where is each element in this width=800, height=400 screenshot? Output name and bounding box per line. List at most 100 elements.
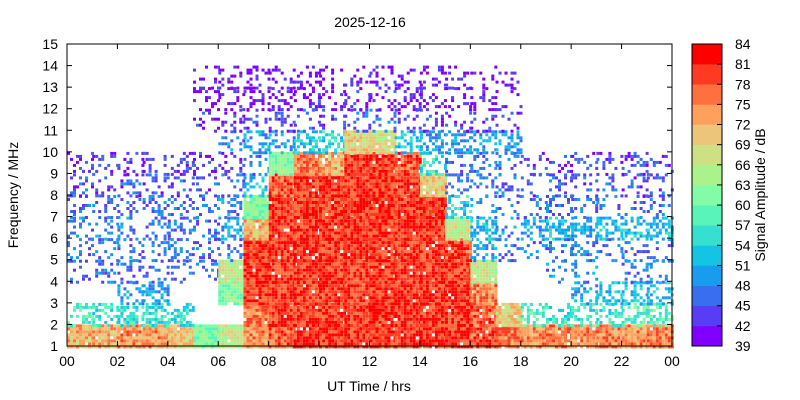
heatmap-cell [412, 265, 416, 269]
heatmap-cell [264, 274, 268, 278]
heatmap-cell [378, 290, 382, 294]
heatmap-cell [252, 317, 256, 321]
heatmap-cell [261, 314, 265, 318]
heatmap-cell [132, 281, 136, 285]
heatmap-cell [558, 265, 561, 269]
heatmap-cell [372, 274, 376, 278]
heatmap-cell [302, 336, 306, 340]
heatmap-cell [400, 308, 404, 312]
heatmap-cell [482, 333, 486, 337]
heatmap-cell [397, 293, 401, 297]
heatmap-cell [372, 302, 376, 306]
heatmap-cell [255, 339, 259, 343]
heatmap-cell [145, 330, 149, 334]
heatmap-cell [239, 271, 243, 275]
heatmap-cell [431, 262, 435, 266]
heatmap-cell [236, 262, 240, 266]
heatmap-cell [331, 320, 335, 324]
heatmap-cell [532, 345, 536, 349]
heatmap-cell [437, 327, 441, 331]
heatmap-cell [337, 342, 341, 346]
heatmap-cell [76, 314, 79, 318]
heatmap-cell [135, 320, 139, 324]
heatmap-cell [507, 305, 511, 309]
heatmap-cell [325, 299, 329, 303]
heatmap-cell [95, 259, 99, 263]
heatmap-cell [460, 302, 464, 306]
heatmap-cell [224, 339, 228, 343]
heatmap-cell [79, 324, 82, 328]
heatmap-cell [138, 265, 142, 269]
heatmap-cell [488, 277, 492, 281]
heatmap-cell [322, 302, 326, 306]
heatmap-cell [466, 287, 470, 291]
heatmap-cell [394, 293, 398, 297]
heatmap-cell [107, 280, 111, 284]
heatmap-cell [529, 324, 533, 328]
heatmap-cell [308, 302, 312, 306]
heatmap-cell [633, 336, 637, 340]
heatmap-cell [337, 317, 341, 321]
heatmap-cell [101, 308, 105, 312]
heatmap-cell [586, 290, 590, 294]
heatmap-cell [160, 314, 164, 318]
heatmap-cell [98, 238, 102, 242]
heatmap-cell [182, 277, 186, 281]
heatmap-cell [82, 339, 85, 343]
heatmap-cell [440, 311, 444, 315]
heatmap-cell [397, 339, 401, 343]
heatmap-cell [325, 342, 329, 346]
heatmap-cell [293, 339, 297, 343]
heatmap-cell [602, 330, 606, 334]
heatmap-cell [387, 323, 391, 327]
heatmap-cell [491, 262, 495, 266]
heatmap-cell [182, 305, 186, 309]
heatmap-cell [649, 333, 653, 337]
heatmap-cell [387, 293, 391, 297]
heatmap-cell [92, 320, 96, 324]
heatmap-cell [476, 271, 480, 275]
heatmap-cell [608, 317, 612, 321]
heatmap-cell [353, 323, 357, 327]
heatmap-cell [142, 330, 146, 334]
heatmap-cell [88, 345, 91, 349]
heatmap-cell [541, 305, 545, 309]
heatmap-cell [205, 330, 208, 334]
heatmap-cell [523, 345, 527, 349]
heatmap-cell [403, 271, 407, 275]
heatmap-cell [185, 311, 189, 315]
heatmap-cell [476, 314, 480, 318]
heatmap-cell [249, 287, 253, 291]
heatmap-cell [334, 317, 338, 321]
heatmap-cell [170, 259, 174, 263]
heatmap-cell [482, 311, 486, 315]
heatmap-cell [334, 268, 338, 272]
heatmap-cell [255, 274, 259, 278]
heatmap-cell [268, 339, 272, 343]
heatmap-cell [145, 342, 149, 346]
heatmap-cell [350, 330, 354, 334]
heatmap-cell [400, 336, 404, 340]
heatmap-cell [353, 290, 357, 294]
heatmap-cell [406, 345, 410, 349]
heatmap-cell [409, 277, 413, 281]
heatmap-cell [451, 274, 455, 278]
heatmap-cell [67, 339, 70, 343]
heatmap-cell [296, 287, 300, 291]
heatmap-cell [473, 296, 477, 300]
heatmap-cell [546, 305, 549, 309]
heatmap-cell [356, 330, 360, 334]
heatmap-cell [88, 253, 91, 257]
heatmap-cell [507, 302, 511, 306]
heatmap-cell [649, 299, 653, 303]
heatmap-cell [82, 333, 85, 337]
heatmap-cell [268, 333, 272, 337]
heatmap-cell [466, 290, 470, 294]
heatmap-cell [621, 342, 625, 346]
heatmap-cell [264, 277, 268, 281]
heatmap-cell [160, 330, 164, 334]
heatmap-cell [516, 339, 520, 343]
heatmap-cell [344, 302, 348, 306]
heatmap-cell [319, 293, 323, 297]
heatmap-cell [308, 274, 312, 278]
